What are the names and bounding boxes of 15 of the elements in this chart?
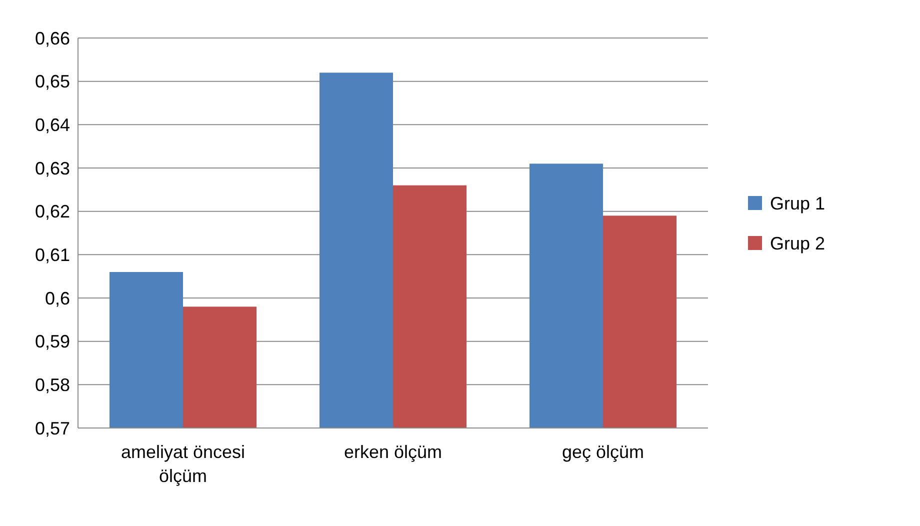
y-tick-label: 0,63 [34, 158, 70, 178]
y-tick-label: 0,61 [34, 244, 70, 265]
x-tick-label: ameliyat öncesi ölçüm [120, 442, 246, 486]
y-tick-label: 0,58 [34, 374, 70, 395]
y-tick-label: 0,59 [34, 332, 70, 352]
x-tick-label: erken ölçüm [344, 442, 442, 462]
x-tick-label: geç ölçüm [562, 442, 644, 462]
legend-label: Grup 1 [770, 193, 826, 214]
legend-label: Grup 2 [770, 233, 826, 254]
y-tick-label: 0,62 [34, 202, 70, 222]
y-tick-label: 0,64 [34, 114, 70, 135]
y-tick-label: 0,6 [44, 288, 70, 308]
y-tick-label: 0,66 [34, 28, 70, 48]
y-tick-label: 0,65 [34, 72, 70, 92]
y-tick-label: 0,57 [34, 418, 70, 438]
